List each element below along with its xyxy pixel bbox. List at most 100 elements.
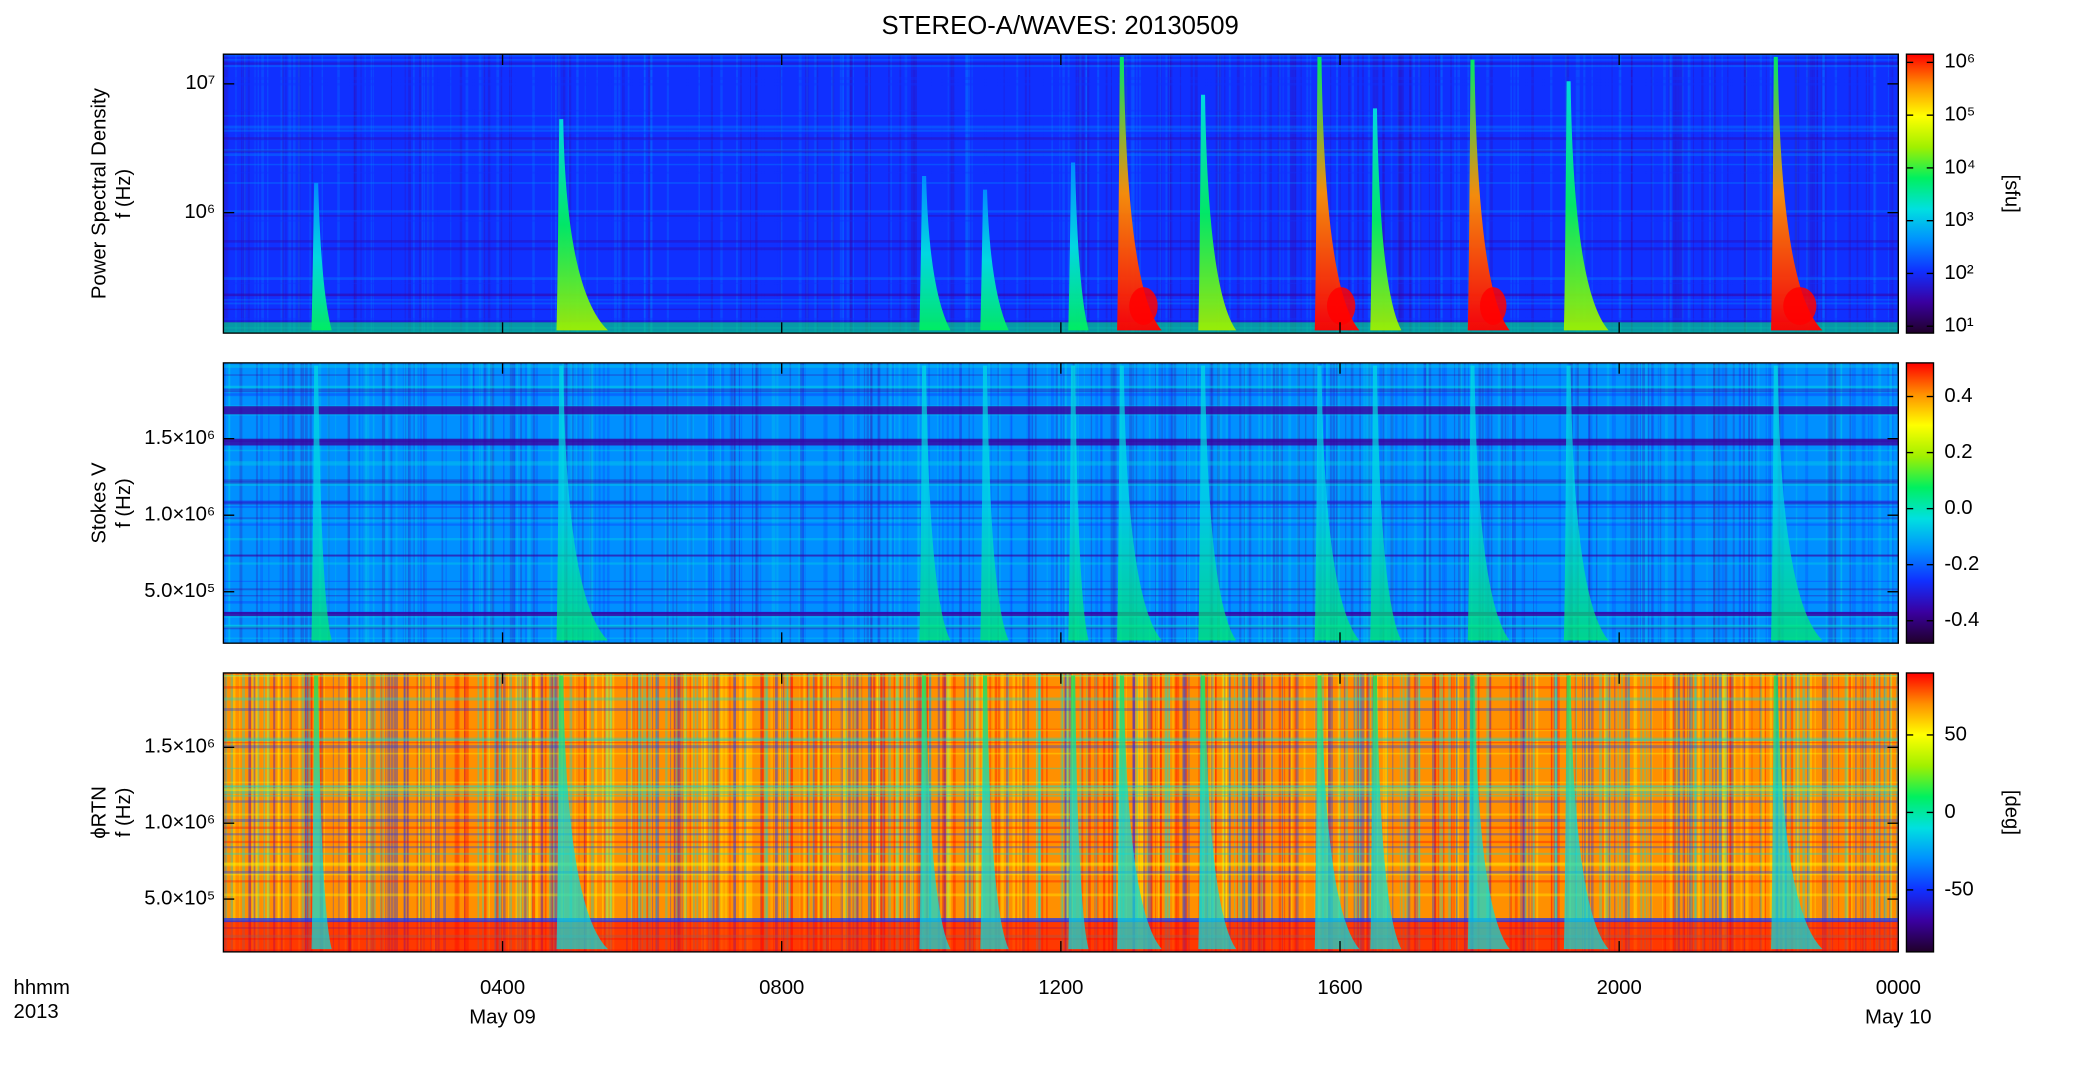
spectrogram-texture [702,672,704,952]
spectrogram-texture [1576,54,1580,334]
y-tick-label: 5.0×10⁵ [144,887,215,909]
spectrogram-texture [320,672,323,952]
spectrogram-texture [678,672,682,952]
spectrogram-texture [1507,362,1509,644]
spectrogram-texture [775,672,779,952]
spectrogram-texture [223,115,1899,117]
spectrogram-texture [1088,54,1090,334]
spectrogram-texture [1895,672,1898,952]
spectrogram-texture [1272,362,1275,644]
spectrogram-texture [575,362,579,644]
spectrogram-texture [1590,362,1593,644]
spectrogram-texture [1288,672,1291,952]
spectrogram-texture [1303,672,1306,952]
spectrogram-texture [965,672,968,952]
spectrogram-texture [1668,54,1670,334]
spectrogram-texture [223,554,1899,557]
spectrogram-texture [1171,54,1174,334]
spectrogram-texture [1732,672,1734,952]
spectrogram-texture [1277,54,1281,334]
spectrogram-texture [929,672,932,952]
spectrogram-texture [1312,362,1315,644]
spectrogram-texture [1368,54,1371,334]
spectrogram-texture [1330,362,1332,644]
spectrogram-texture [1718,672,1722,952]
spectrogram-texture [1046,362,1048,644]
spectrogram-texture [804,362,806,644]
spectrogram-texture [464,672,467,952]
spectrogram-texture [1016,672,1019,952]
spectrogram-texture [407,672,409,952]
spectrogram-texture [771,672,775,952]
spectrogram-texture [223,873,1899,876]
colorbar-tick-label: -0.4 [1944,609,1979,631]
spectrogram-texture [646,672,649,952]
spectrogram-texture [764,672,768,952]
spectrogram-texture [914,54,917,334]
spectrogram-texture [535,362,539,644]
spectrogram-texture [1553,672,1555,952]
spectrogram-texture [1228,672,1231,952]
spectrogram-texture [1635,362,1639,644]
spectrogram-texture [1217,362,1220,644]
spectrogram-texture [428,54,430,334]
spectrogram-texture [590,362,592,644]
spectrogram-texture [1599,672,1602,952]
spectrogram-texture [512,54,516,334]
spectrogram-texture [1561,54,1564,334]
spectrogram-texture [1085,54,1088,334]
spectrogram-texture [999,362,1001,644]
spectrogram-texture [1486,54,1489,334]
spectrogram-texture [305,672,308,952]
spectrogram-texture [320,672,323,952]
spectrogram-texture [1727,54,1729,334]
spectrogram-texture [911,672,914,952]
spectrogram-texture [1159,672,1162,952]
spectrogram-texture [893,362,896,644]
spectrogram-texture [1726,672,1728,952]
spectrogram-texture [1487,362,1489,644]
spectrogram-texture [1132,672,1136,952]
spectrogram-texture [415,54,418,334]
spectrogram-texture [483,54,486,334]
spectrogram-texture [889,362,893,644]
spectrogram-texture [649,54,652,334]
spectrogram-texture [1714,362,1716,644]
spectrogram-texture [1290,672,1293,952]
spectrogram-texture [1522,672,1525,952]
spectrogram-texture [1021,672,1025,952]
spectrogram-texture [223,500,1899,504]
spectrogram-burst [1068,365,1089,641]
date-label: May 10 [1865,1007,1932,1029]
spectrogram-texture [417,672,419,952]
spectrogram-texture [1674,672,1677,952]
spectrogram-texture [1557,672,1560,952]
spectrogram-texture [1260,362,1264,644]
spectrogram-texture [1659,362,1662,644]
spectrogram-texture [577,54,579,334]
spectrogram-texture [1746,54,1749,334]
spectrogram-texture [1212,672,1215,952]
spectrogram-texture [482,54,484,334]
spectrogram-texture [1156,54,1158,334]
spectrogram-texture [500,54,503,334]
spectrogram-texture [1332,362,1335,644]
spectrogram-texture [1083,362,1085,644]
spectrogram-texture [1174,672,1178,952]
spectrogram-texture [1651,54,1654,334]
spectrogram-texture [1517,54,1520,334]
spectrogram-texture [629,362,633,644]
spectrogram-texture [831,54,835,334]
spectrogram-texture [947,54,949,334]
spectrogram-texture [1248,672,1252,952]
spectrogram-texture [1230,54,1233,334]
spectrogram-texture [999,672,1002,952]
spectrogram-texture [268,362,270,644]
spectrogram-texture [1633,672,1636,952]
spectrogram-texture [1690,672,1693,952]
spectrogram-texture [690,672,693,952]
spectrogram-texture [665,362,667,644]
spectrogram-texture [1062,54,1065,334]
spectrogram-burst [1771,675,1823,950]
spectrogram-texture [760,672,764,952]
